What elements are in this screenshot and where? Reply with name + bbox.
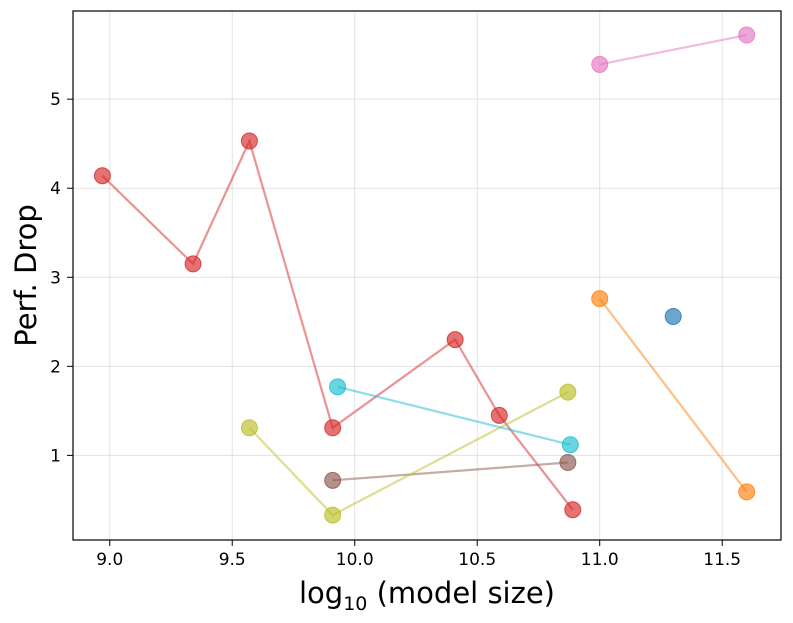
grid xyxy=(73,11,781,540)
data-point xyxy=(93,167,111,185)
series-line xyxy=(337,385,571,446)
data-point xyxy=(559,454,577,472)
series-group xyxy=(591,290,756,501)
series-line xyxy=(332,461,568,482)
data-point xyxy=(561,436,579,454)
data-point xyxy=(324,506,342,524)
series-line xyxy=(101,137,574,511)
series-line xyxy=(248,391,569,517)
series-group xyxy=(240,383,577,524)
x-axis-label: log10 (model size) xyxy=(299,576,555,615)
y-tick-label: 4 xyxy=(50,179,61,199)
x-tick-label: 9.5 xyxy=(219,550,246,570)
y-tick-label: 3 xyxy=(50,268,61,288)
data-point xyxy=(184,255,202,273)
series-group xyxy=(591,26,756,73)
data-point xyxy=(490,406,508,424)
data-point xyxy=(324,471,342,489)
x-tick-label: 10.5 xyxy=(458,550,496,570)
x-axis-label-subscript: 10 xyxy=(343,593,367,615)
x-axis-label-rest: (model size) xyxy=(377,576,555,610)
data-point xyxy=(240,419,258,437)
data-point xyxy=(329,378,347,396)
data-point xyxy=(591,55,609,73)
x-axis-label-base: log xyxy=(299,576,343,610)
data-point xyxy=(738,483,756,501)
series-group xyxy=(329,378,579,454)
data-point xyxy=(446,331,464,349)
y-tick-label: 1 xyxy=(50,446,61,466)
series-line xyxy=(599,33,747,66)
x-tick-label: 9.0 xyxy=(96,550,123,570)
data-point xyxy=(591,290,609,308)
series-layer xyxy=(93,26,756,524)
x-tick-label: 10.0 xyxy=(336,550,374,570)
data-point xyxy=(664,307,682,325)
data-point xyxy=(738,26,756,44)
x-tick-label: 11.5 xyxy=(703,550,741,570)
series-line xyxy=(598,297,748,493)
y-tick-label: 5 xyxy=(50,90,61,110)
y-tick-label: 2 xyxy=(50,357,61,377)
data-point xyxy=(559,383,577,401)
data-point xyxy=(240,132,258,150)
y-axis-label: Perf. Drop xyxy=(9,204,43,347)
series-group xyxy=(324,454,577,489)
series-group xyxy=(93,132,582,519)
data-point xyxy=(564,501,582,519)
data-point xyxy=(324,419,342,437)
ticks: 9.0 9.5 10.0 10.5 11.0 11.5 1 2 3 4 5 xyxy=(50,90,741,570)
series-group xyxy=(664,307,682,325)
x-tick-label: 11.0 xyxy=(581,550,619,570)
plot-frame xyxy=(72,10,782,541)
